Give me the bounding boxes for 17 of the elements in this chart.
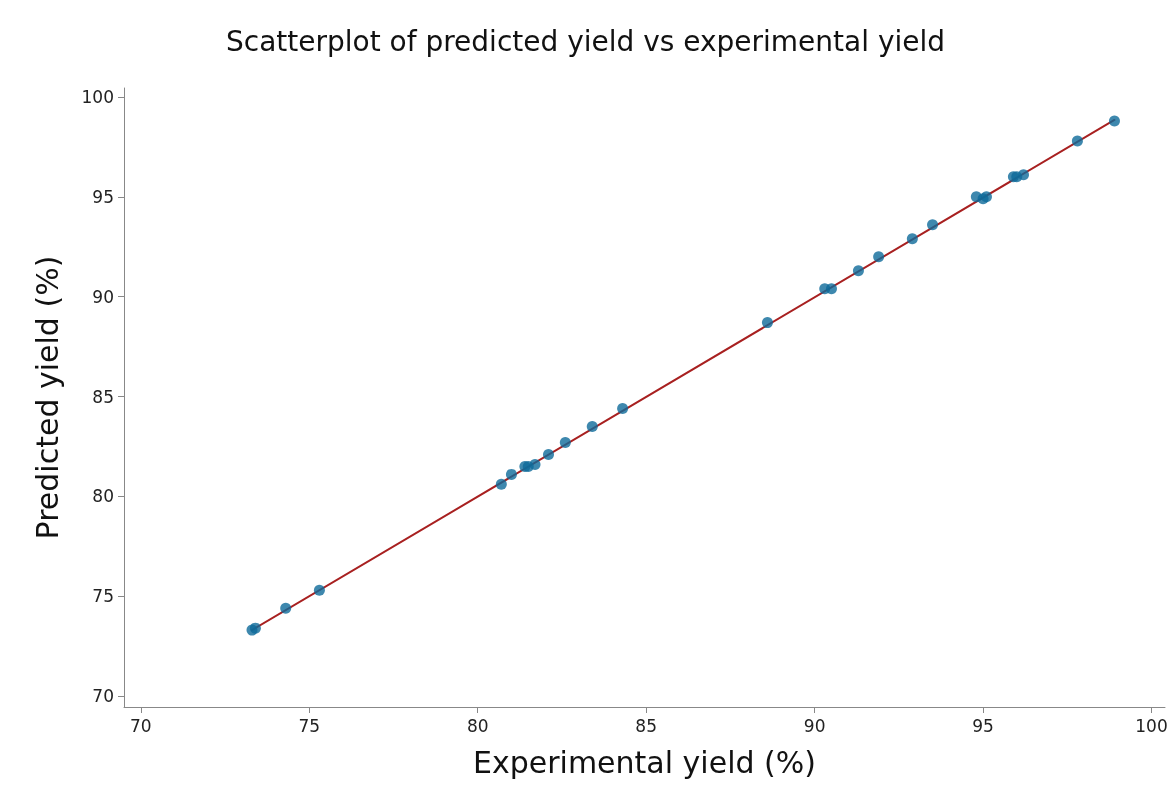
y-tick-label: 90 bbox=[92, 286, 114, 307]
x-tick-label: 95 bbox=[972, 715, 994, 736]
y-tick-label: 80 bbox=[92, 486, 114, 507]
y-axis-title: Predicted yield (%) bbox=[29, 255, 65, 540]
x-tick-label: 75 bbox=[298, 715, 321, 736]
x-tick-label: 70 bbox=[130, 715, 152, 736]
y-tick-label: 85 bbox=[92, 386, 114, 407]
y-tick-label: 70 bbox=[92, 686, 114, 707]
y-tick-label: 95 bbox=[92, 186, 114, 207]
y-tick-label: 75 bbox=[92, 586, 114, 607]
x-tick-label: 90 bbox=[803, 715, 826, 736]
x-tick-label: 80 bbox=[466, 715, 489, 736]
y-tick-label: 100 bbox=[81, 86, 114, 107]
x-tick-label: 85 bbox=[635, 715, 657, 736]
x-axis-title: Experimental yield (%) bbox=[473, 744, 816, 780]
chart-title: Scatterplot of predicted yield vs experimental yield bbox=[225, 24, 946, 58]
x-tick-label: 100 bbox=[1135, 715, 1168, 736]
